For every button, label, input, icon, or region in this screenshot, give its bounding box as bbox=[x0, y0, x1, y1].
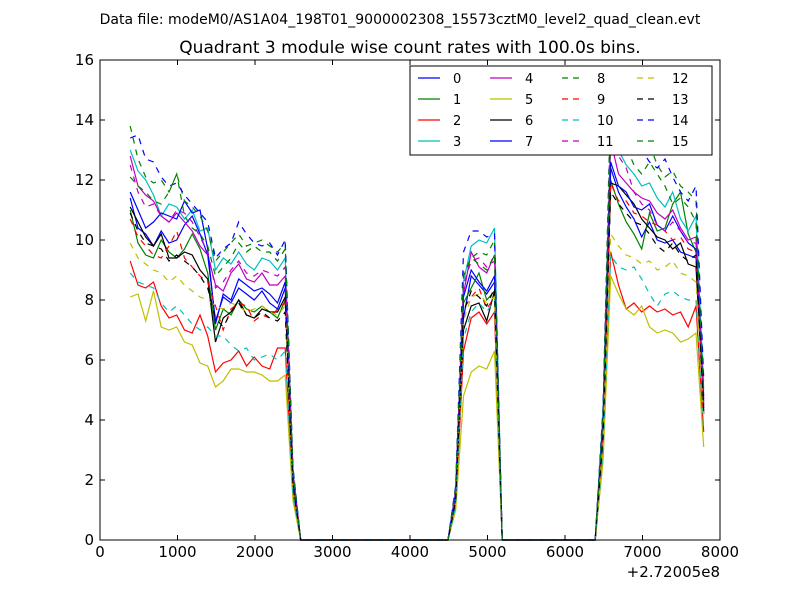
legend-label-7: 7 bbox=[525, 135, 533, 150]
y-tick-label: 12 bbox=[75, 171, 94, 189]
legend-label-11: 11 bbox=[597, 135, 614, 150]
legend-label-10: 10 bbox=[597, 114, 614, 129]
y-tick-label: 6 bbox=[84, 351, 94, 369]
x-tick-label: 1000 bbox=[158, 543, 196, 561]
x-tick-label: 6000 bbox=[546, 543, 584, 561]
chart-title: Quadrant 3 module wise count rates with … bbox=[179, 38, 640, 58]
legend-label-6: 6 bbox=[525, 114, 533, 129]
y-tick-label: 4 bbox=[84, 411, 94, 429]
legend-label-1: 1 bbox=[453, 93, 461, 108]
legend-label-15: 15 bbox=[672, 135, 689, 150]
series-line-12 bbox=[129, 232, 705, 541]
y-tick-label: 0 bbox=[84, 531, 94, 549]
y-tick-label: 8 bbox=[84, 291, 94, 309]
y-tick-label: 2 bbox=[84, 471, 94, 489]
x-tick-label: 3000 bbox=[313, 543, 351, 561]
y-tick-label: 16 bbox=[75, 51, 94, 69]
legend-frame bbox=[409, 65, 713, 156]
x-tick-label: 8000 bbox=[701, 543, 739, 561]
y-tick-label: 10 bbox=[75, 231, 94, 249]
x-tick-label: 4000 bbox=[391, 543, 429, 561]
x-tick-label: 0 bbox=[95, 543, 105, 561]
plot-frame bbox=[99, 59, 721, 541]
x-tick-label: 2000 bbox=[236, 543, 274, 561]
x-tick-label: 7000 bbox=[623, 543, 661, 561]
tick-layer: 0 1000 2000 3000 4000 5000 6000 7000 80000246810… bbox=[75, 51, 739, 561]
legend-label-13: 13 bbox=[672, 93, 689, 108]
legend-label-2: 2 bbox=[453, 114, 461, 129]
y-tick-label: 14 bbox=[75, 111, 94, 129]
series-line-9 bbox=[129, 182, 705, 541]
legend-label-5: 5 bbox=[525, 93, 533, 108]
legend-label-9: 9 bbox=[597, 93, 605, 108]
x-offset-label: +2.72005e8 bbox=[627, 563, 720, 581]
legend-label-4: 4 bbox=[525, 72, 533, 87]
legend-label-3: 3 bbox=[453, 135, 461, 150]
legend-label-0: 0 bbox=[453, 72, 461, 87]
legend-label-14: 14 bbox=[672, 114, 689, 129]
legend-label-8: 8 bbox=[597, 72, 605, 87]
legend-label-12: 12 bbox=[672, 72, 689, 87]
chart-suptitle: Data file: modeM0/AS1A04_198T01_90000023… bbox=[100, 12, 701, 28]
x-tick-label: 5000 bbox=[468, 543, 506, 561]
